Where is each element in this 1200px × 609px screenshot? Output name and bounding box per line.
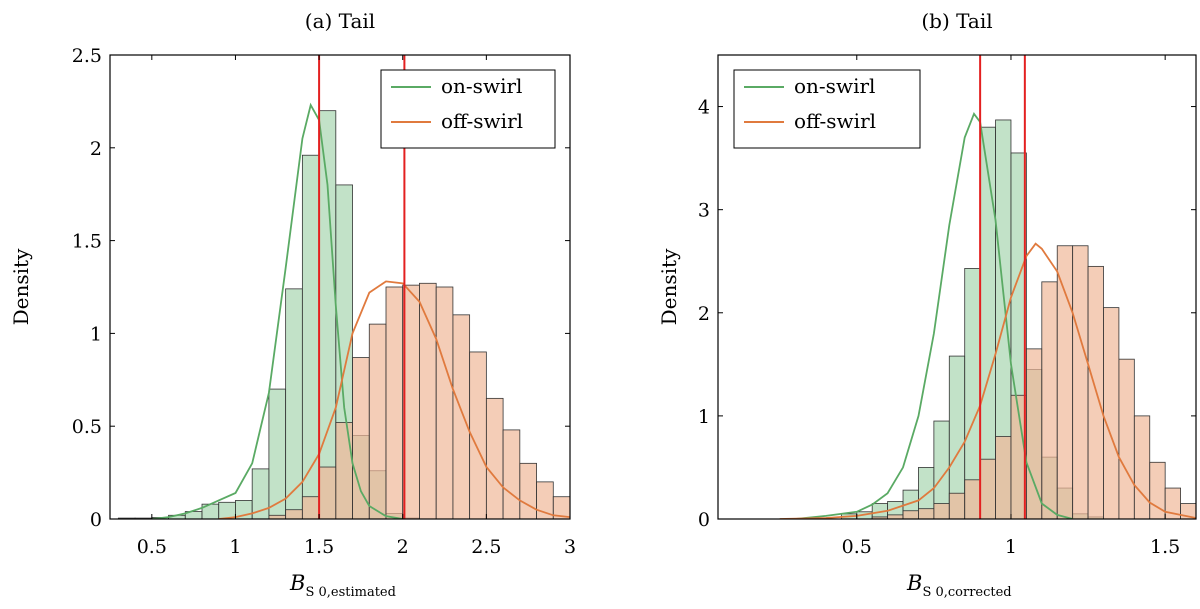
- histogram-bar: [1103, 307, 1120, 519]
- kde-line-on-swirl: [151, 102, 403, 519]
- histogram-bar: [964, 479, 981, 519]
- axes-frame: [109, 54, 571, 520]
- legend: on-swirl off-swirl: [380, 69, 556, 149]
- histogram-bar: [335, 422, 353, 519]
- series-on-swirl: [117, 110, 420, 519]
- histogram-bar: [918, 508, 935, 519]
- histogram-bar: [1072, 245, 1089, 519]
- y-tick-label: 2.5: [72, 45, 102, 67]
- y-tick-label: 1: [698, 406, 710, 428]
- x-tick-label: 1: [1005, 536, 1017, 558]
- axes-frame: [717, 54, 1197, 520]
- y-axis-label: Density: [657, 248, 681, 325]
- plot-area: [117, 102, 604, 519]
- y-tick-label: 0: [698, 509, 710, 531]
- histogram-bar: [902, 510, 919, 519]
- histogram-bar: [1041, 281, 1058, 519]
- legend-box: [733, 69, 921, 149]
- x-tick-label: 0.5: [137, 536, 167, 558]
- histogram-bar: [368, 323, 387, 519]
- histogram-bar: [502, 429, 521, 519]
- y-tick-label: 1.5: [72, 231, 102, 253]
- histogram-bar: [948, 492, 966, 519]
- histogram-bar: [435, 286, 454, 519]
- x-axis-label: BS 0,estimated: [289, 571, 396, 600]
- histogram-bar: [1025, 348, 1043, 519]
- x-axis-label-main: B: [289, 571, 305, 595]
- panel-a: (a) Tail 0.5 1 1.5 2 2.5 3 0 0.5 1 1.5 2 2.5 Density B…: [9, 9, 604, 600]
- x-axis-label-sub: S 0,estimated: [305, 585, 396, 600]
- legend: on-swirl off-swirl: [733, 69, 921, 149]
- legend-label-on-swirl: on-swirl: [441, 74, 522, 98]
- x-tick-label: 1.5: [304, 536, 334, 558]
- histogram-bar: [995, 436, 1012, 519]
- y-tick-label: 3: [698, 200, 710, 222]
- kde-line-off-swirl: [218, 280, 570, 519]
- histogram-bar: [318, 466, 337, 519]
- y-tick-label: 4: [698, 97, 710, 119]
- histogram-bar: [352, 357, 370, 519]
- x-axis-label: BS 0,corrected: [906, 571, 1012, 600]
- histogram-bar: [979, 458, 996, 519]
- legend-label-off-swirl: off-swirl: [441, 109, 523, 133]
- histogram-bar: [587, 513, 604, 519]
- x-axis-label-main: B: [906, 571, 922, 595]
- series-off-swirl: [268, 282, 604, 519]
- histogram-bar: [385, 286, 404, 519]
- histogram-bar: [301, 496, 320, 519]
- histogram-bar: [1133, 415, 1151, 519]
- x-tick-label: 1.5: [1150, 536, 1180, 558]
- panel-b: (b) Tail 0.5 1 1.5 0 1 2 3 4 Density BS 0,correcte…: [657, 9, 1197, 600]
- series-off-swirl: [871, 245, 1196, 519]
- histogram-bar: [452, 314, 471, 519]
- chart-title: (a) Tail: [305, 9, 375, 33]
- histogram-bar: [1118, 358, 1135, 519]
- histogram-bar: [301, 154, 320, 519]
- x-axis-label-sub: S 0,corrected: [922, 585, 1011, 600]
- histogram-bar: [569, 507, 570, 519]
- histogram-bar: [318, 110, 337, 519]
- kde-line-on-swirl: [795, 111, 1073, 519]
- y-tick-label: 1: [90, 323, 102, 345]
- histogram-bar: [519, 462, 537, 519]
- legend-label-off-swirl: off-swirl: [794, 109, 876, 133]
- histogram-bar: [887, 514, 904, 519]
- legend-label-on-swirl: on-swirl: [794, 74, 875, 98]
- histogram-bar: [485, 397, 504, 519]
- x-tick-label: 0.5: [842, 536, 872, 558]
- plot-area: [779, 111, 1196, 519]
- y-tick-label: 2: [90, 138, 102, 160]
- x-tick-label: 2.5: [471, 536, 501, 558]
- chart-title: (b) Tail: [921, 9, 992, 33]
- y-axis-label: Density: [9, 248, 33, 325]
- legend-box: [380, 69, 556, 149]
- x-tick-label: 3: [564, 536, 576, 558]
- histogram-bar: [933, 503, 950, 519]
- x-tick-label: 1: [229, 536, 241, 558]
- kde-line-off-swirl: [779, 242, 1196, 519]
- y-tick-label: 2: [698, 303, 710, 325]
- y-tick-label: 0.5: [72, 416, 102, 438]
- histogram-bar: [285, 509, 303, 519]
- x-tick-label: 2: [397, 536, 409, 558]
- histogram-bar: [1056, 245, 1074, 519]
- y-tick-label: 0: [90, 509, 102, 531]
